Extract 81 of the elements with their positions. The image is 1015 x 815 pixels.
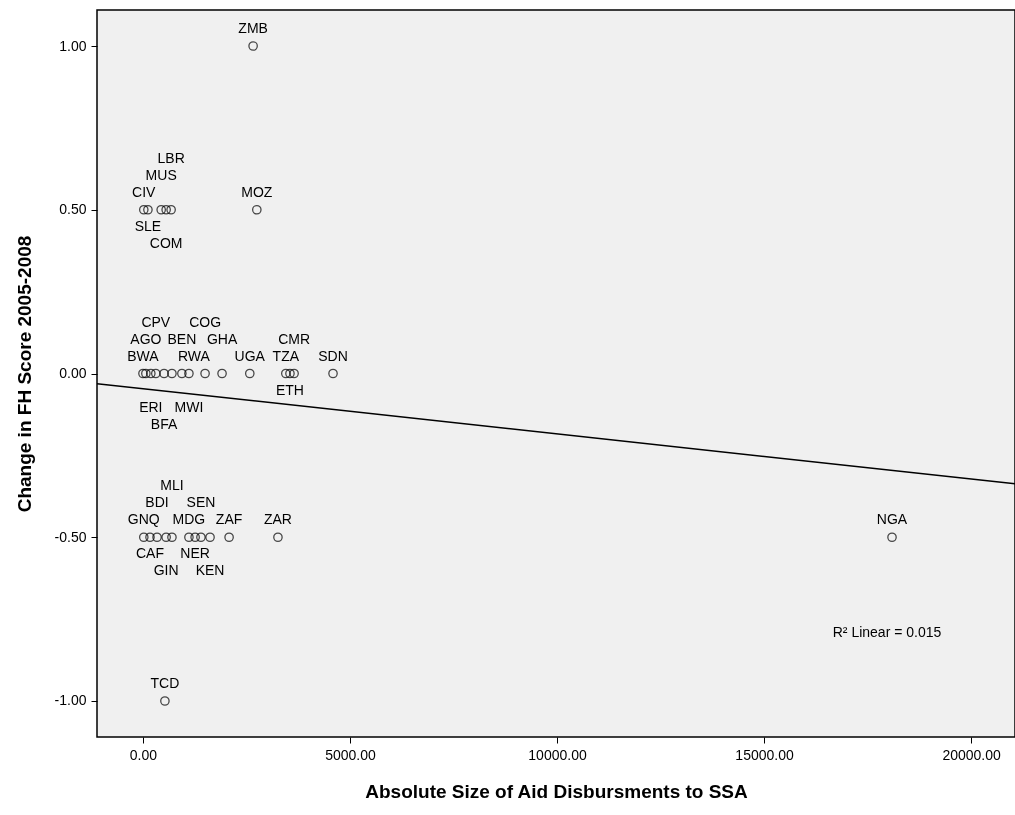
point	[161, 204, 171, 215]
data-label: KEN	[195, 562, 225, 579]
point	[289, 368, 299, 379]
point	[138, 532, 149, 543]
point	[190, 532, 200, 543]
data-label: BDI	[145, 494, 169, 511]
point	[285, 368, 295, 379]
data-label: BFA	[150, 415, 178, 432]
data-label: MLI	[160, 477, 184, 494]
y-tick-label: 1.00	[59, 37, 87, 54]
data-label: ZAF	[215, 511, 243, 528]
data-label: UGA	[234, 347, 266, 364]
point	[161, 532, 171, 543]
point	[200, 368, 210, 379]
data-label: CAF	[136, 545, 164, 562]
point	[177, 368, 187, 379]
point	[143, 204, 153, 215]
point	[138, 204, 149, 215]
point	[252, 204, 262, 215]
data-label: GHA	[206, 330, 238, 347]
data-label: AGO	[130, 330, 162, 347]
data-label: LBR	[157, 149, 185, 166]
data-label: TCD	[150, 674, 180, 691]
point	[224, 532, 234, 543]
data-label: CIV	[132, 183, 157, 200]
data-label: NGA	[876, 511, 908, 528]
point	[146, 368, 156, 379]
x-tick-label: 15000.00	[735, 746, 794, 763]
point	[156, 204, 167, 215]
data-label: CMR	[278, 330, 311, 347]
y-tick-label: 0.50	[59, 201, 87, 218]
point	[217, 368, 227, 379]
y-tick-label: 0.00	[59, 365, 87, 381]
point	[184, 368, 194, 379]
y-tick-label: -0.50	[54, 528, 87, 545]
point	[887, 532, 897, 543]
x-tick-label: 20000.00	[942, 746, 1002, 763]
data-label: BEN	[167, 330, 197, 347]
data-label: ETH	[275, 381, 304, 398]
data-label: ERI	[139, 398, 163, 415]
data-label: MDG	[172, 511, 206, 528]
data-label: COM	[149, 234, 183, 251]
point	[280, 368, 291, 379]
point	[160, 696, 170, 706]
point	[205, 532, 215, 543]
point	[248, 41, 258, 51]
data-label: BWA	[127, 347, 160, 364]
x-tick-label: 5000.00	[325, 746, 377, 763]
data-label: NER	[180, 545, 210, 562]
data-label: RWA	[178, 347, 211, 364]
point	[150, 368, 161, 379]
data-label: ZAR	[263, 511, 292, 528]
x-axis-title: Absolute Size of Aid Disbursments to SSA	[365, 780, 749, 802]
y-tick-label: -1.00	[54, 692, 87, 709]
data-label: COG	[189, 313, 222, 330]
point	[166, 204, 176, 215]
annotation: R² Linear = 0.015	[832, 624, 942, 640]
point	[184, 532, 194, 543]
x-tick-label: 0.00	[129, 746, 158, 763]
data-label: CPV	[141, 313, 171, 330]
data-label: ZMB	[238, 20, 268, 37]
point	[145, 532, 155, 543]
data-label: SDN	[318, 347, 348, 364]
point	[328, 368, 338, 379]
point	[152, 532, 162, 543]
y-axis-title: Change in FH Score 2005-2008	[13, 235, 35, 513]
data-label: MOZ	[241, 183, 273, 200]
point	[167, 532, 177, 543]
point	[196, 532, 206, 543]
point	[167, 368, 177, 379]
data-label: SLE	[134, 217, 162, 234]
data-label: TZA	[272, 347, 300, 364]
data-label: GIN	[153, 562, 179, 579]
point	[273, 532, 283, 543]
point	[244, 368, 255, 379]
point	[159, 368, 169, 379]
data-label: GNQ	[127, 511, 160, 528]
data-label: SEN	[186, 494, 216, 511]
x-tick-label: 10000.00	[528, 746, 587, 763]
data-label: MUS	[145, 166, 177, 183]
data-label: MWI	[174, 398, 204, 415]
